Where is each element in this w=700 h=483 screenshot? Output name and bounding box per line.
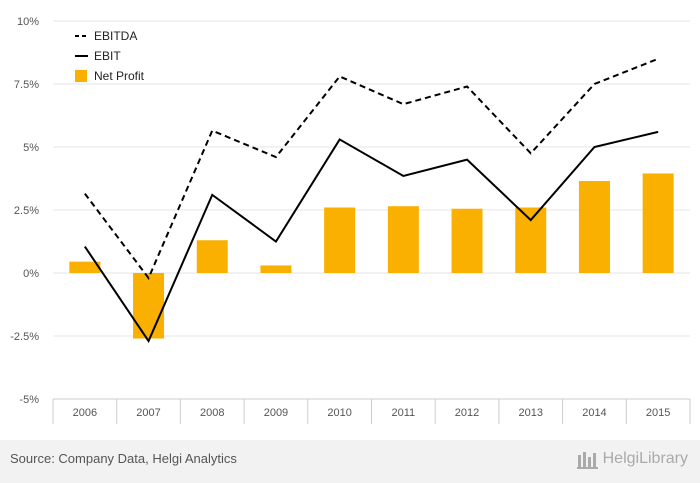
x-axis: 2006 2007 2008 2009 2010 2011 2012 2013 2014 2015 — [52, 398, 691, 424]
y-tick-label: -2.5% — [10, 331, 39, 343]
x-tick-label: 2012 — [455, 407, 479, 419]
footer: Source: Company Data, Helgi Analytics He… — [0, 440, 700, 483]
bar-net-profit — [515, 207, 547, 273]
y-tick-label: 0% — [23, 268, 39, 280]
legend-label-ebit: EBIT — [94, 49, 121, 63]
line-ebit — [84, 130, 659, 344]
x-tick-label: 2014 — [582, 407, 606, 419]
y-tick-label: 2.5% — [14, 205, 39, 217]
y-tick-label: 10% — [17, 16, 39, 28]
bar-net-profit — [196, 240, 228, 273]
bar-net-profit — [69, 261, 101, 273]
net-profit-bars — [69, 173, 674, 339]
line-ebitda — [84, 57, 659, 281]
brand-logo: HelgiLibrary — [576, 449, 688, 469]
legend-label-ebitda: EBITDA — [94, 29, 137, 43]
bar-net-profit — [451, 208, 483, 273]
bar-net-profit — [133, 273, 165, 339]
x-tick-label: 2010 — [327, 407, 351, 419]
x-tick-label: 2006 — [73, 407, 97, 419]
bar-net-profit — [578, 181, 610, 273]
source-note: Source: Company Data, Helgi Analytics — [10, 451, 237, 466]
legend-label-net-profit: Net Profit — [94, 69, 145, 83]
series-lines — [84, 57, 659, 344]
chart: 10% 7.5% 5% 2.5% 0% -2.5% -5% 2006 2007 2008 2009… — [10, 16, 691, 424]
x-tick-label: 2007 — [136, 407, 160, 419]
x-tick-label: 2009 — [264, 407, 288, 419]
x-tick-label: 2011 — [392, 407, 416, 419]
x-tick-label: 2015 — [646, 407, 670, 419]
x-tick-label: 2013 — [519, 407, 543, 419]
legend: EBITDA EBIT Net Profit — [75, 29, 145, 83]
y-axis-ticks: 10% 7.5% 5% 2.5% 0% -2.5% -5% — [10, 16, 39, 406]
library-icon — [576, 452, 598, 469]
y-tick-label: 5% — [23, 142, 39, 154]
legend-swatch-net-profit — [75, 70, 87, 82]
brand-name: HelgiLibrary — [602, 450, 688, 467]
y-tick-label: -5% — [19, 394, 39, 406]
x-tick-label: 2008 — [200, 407, 224, 419]
bar-net-profit — [324, 207, 356, 273]
bar-net-profit — [642, 173, 674, 273]
bar-net-profit — [387, 206, 419, 273]
y-tick-label: 7.5% — [14, 79, 39, 91]
bar-net-profit — [260, 265, 292, 273]
